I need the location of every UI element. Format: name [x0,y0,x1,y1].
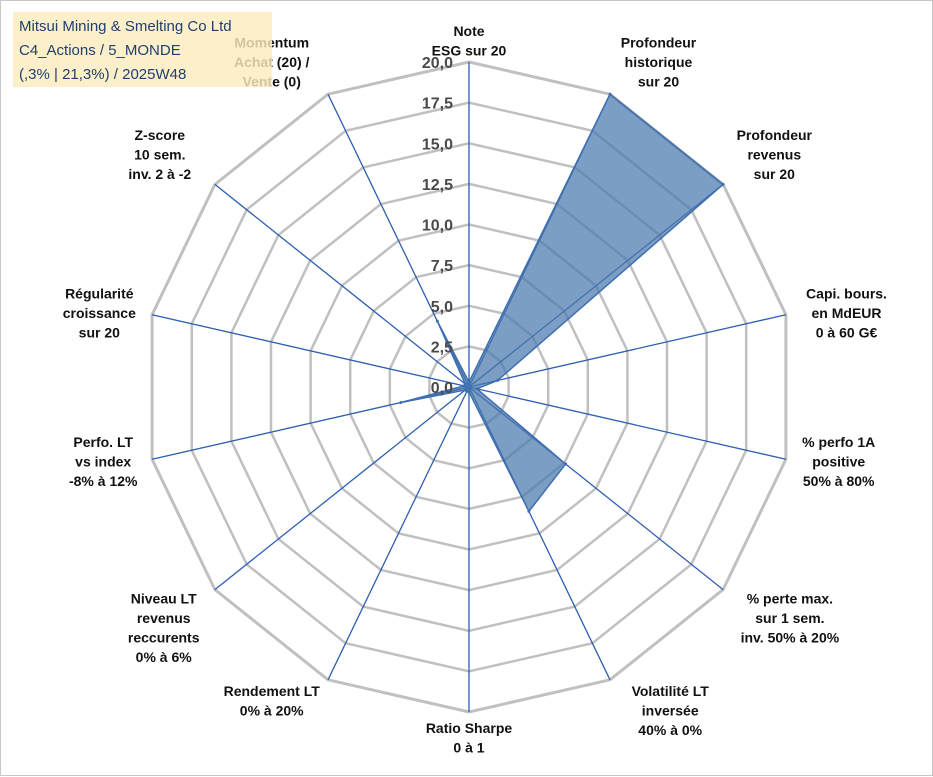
axis-spoke [214,386,470,591]
axis-label-line: sur 20 [754,166,795,182]
axis-label-line: Rendement LT [224,683,321,699]
tick-label: 17,5 [422,96,453,113]
axis-label-line: inversée [642,703,699,719]
axis-label-line: 10 sem. [134,146,185,162]
axis-label-line: 0% à 20% [240,703,304,719]
tick-label: 5,0 [431,299,453,316]
axis-spoke [214,183,470,388]
axis-label-line: Ratio Sharpe [426,720,513,736]
axis-label-line: Profondeur [621,35,697,51]
data-point [564,462,568,466]
axis-spoke [468,386,787,460]
data-point [527,509,531,513]
axis-label-line: Note [453,23,484,39]
data-point [463,388,467,392]
axis-spoke [468,314,787,388]
company-name: Mitsui Mining & Smelting Co Ltd [19,18,232,35]
axis-label-line: inv. 50% à 20% [741,630,840,646]
tick-label: 15,0 [422,136,453,153]
axis-label-line: inv. 2 à -2 [128,166,191,182]
axis-label-line: % perfo 1A [802,434,875,450]
axis-spoke [327,386,470,681]
axis-label: Perfo. LT vs index -8% à 12% [69,434,138,489]
axis-label: Note ESG sur 20 [432,23,507,59]
axis-label: % perte max. sur 1 sem. inv. 50% à 20% [741,591,840,646]
axis-spoke [151,314,470,388]
axis-label-line: 40% à 0% [638,722,702,738]
axis-label: Ratio Sharpe 0 à 1 [426,720,513,756]
portfolio-label: C4_Actions / 5_MONDE [19,42,181,59]
axis-label-line: 50% à 80% [803,473,875,489]
axis-label-line: en MdEUR [812,305,882,321]
data-point [608,92,612,96]
data-point [496,379,499,382]
axis-label-line: historique [625,54,693,70]
axis-label-line: 0 à 1 [453,740,484,756]
axis-label: Capi. bours. en MdEUR 0 à 60 G€ [806,286,887,341]
tick-label: 2,5 [431,339,453,356]
axis-label-line: 0 à 60 G€ [816,325,878,341]
axis-label-line: reccurents [128,630,200,646]
data-point [467,380,471,384]
axis-label-line: -8% à 12% [69,473,138,489]
tick-label: 7,5 [431,258,453,275]
axis-label-line: Perfo. LT [73,434,133,450]
period-label: (,3% | 21,3%) / 2025W48 [19,66,187,83]
axis-label: % perfo 1A positive 50% à 80% [802,434,875,489]
axis-label: Profondeur revenus sur 20 [737,127,813,182]
axis-label-line: revenus [137,610,191,626]
tick-label: 10,0 [422,218,453,235]
data-point [475,387,479,391]
axis-label-line: revenus [747,146,801,162]
axis-label-line: vs index [75,453,131,469]
data-point [399,401,403,404]
radial-ticks: 0,0 2,5 5,0 7,5 10,0 12,5 15,0 17,5 20,0 [422,55,453,397]
tick-label: 0,0 [431,380,453,397]
axis-label-line: Niveau LT [131,591,197,607]
axis-label-line: Profondeur [737,127,813,143]
axis-label: Régularité croissance sur 20 [63,286,136,341]
axis-label: Z-score 10 sem. inv. 2 à -2 [128,127,191,182]
axis-label: Profondeur historique sur 20 [621,35,697,90]
data-point [463,382,467,386]
axis-label-line: Régularité [65,286,134,302]
axis-label: Niveau LT revenus reccurents 0% à 6% [128,591,200,666]
axis-labels: Note ESG sur 20 Profondeur historique sur 20… [63,23,887,756]
axis-label-line: sur 20 [79,325,120,341]
axis-label-line: croissance [63,305,136,321]
tick-label: 20,0 [422,55,453,72]
data-point [435,319,439,323]
axis-label-line: Z-score [135,127,186,143]
axis-label-line: ESG sur 20 [432,43,507,59]
axis-label-line: % perte max. [747,591,833,607]
axis-label: Volatilité LT inversée 40% à 0% [632,683,710,738]
chart-title-box: Mitsui Mining & Smelting Co Ltd C4_Actio… [13,12,272,87]
axis-label-line: sur 20 [638,74,679,90]
axis-label-line: positive [812,453,865,469]
axis-label-line: Capi. bours. [806,286,887,302]
axis-label-line: sur 1 sem. [755,610,824,626]
axis-label-line: 0% à 6% [136,649,193,665]
axis-label: Rendement LT 0% à 20% [224,683,321,719]
axis-label-line: Volatilité LT [632,683,710,699]
data-point [721,182,725,186]
tick-label: 12,5 [422,177,453,194]
